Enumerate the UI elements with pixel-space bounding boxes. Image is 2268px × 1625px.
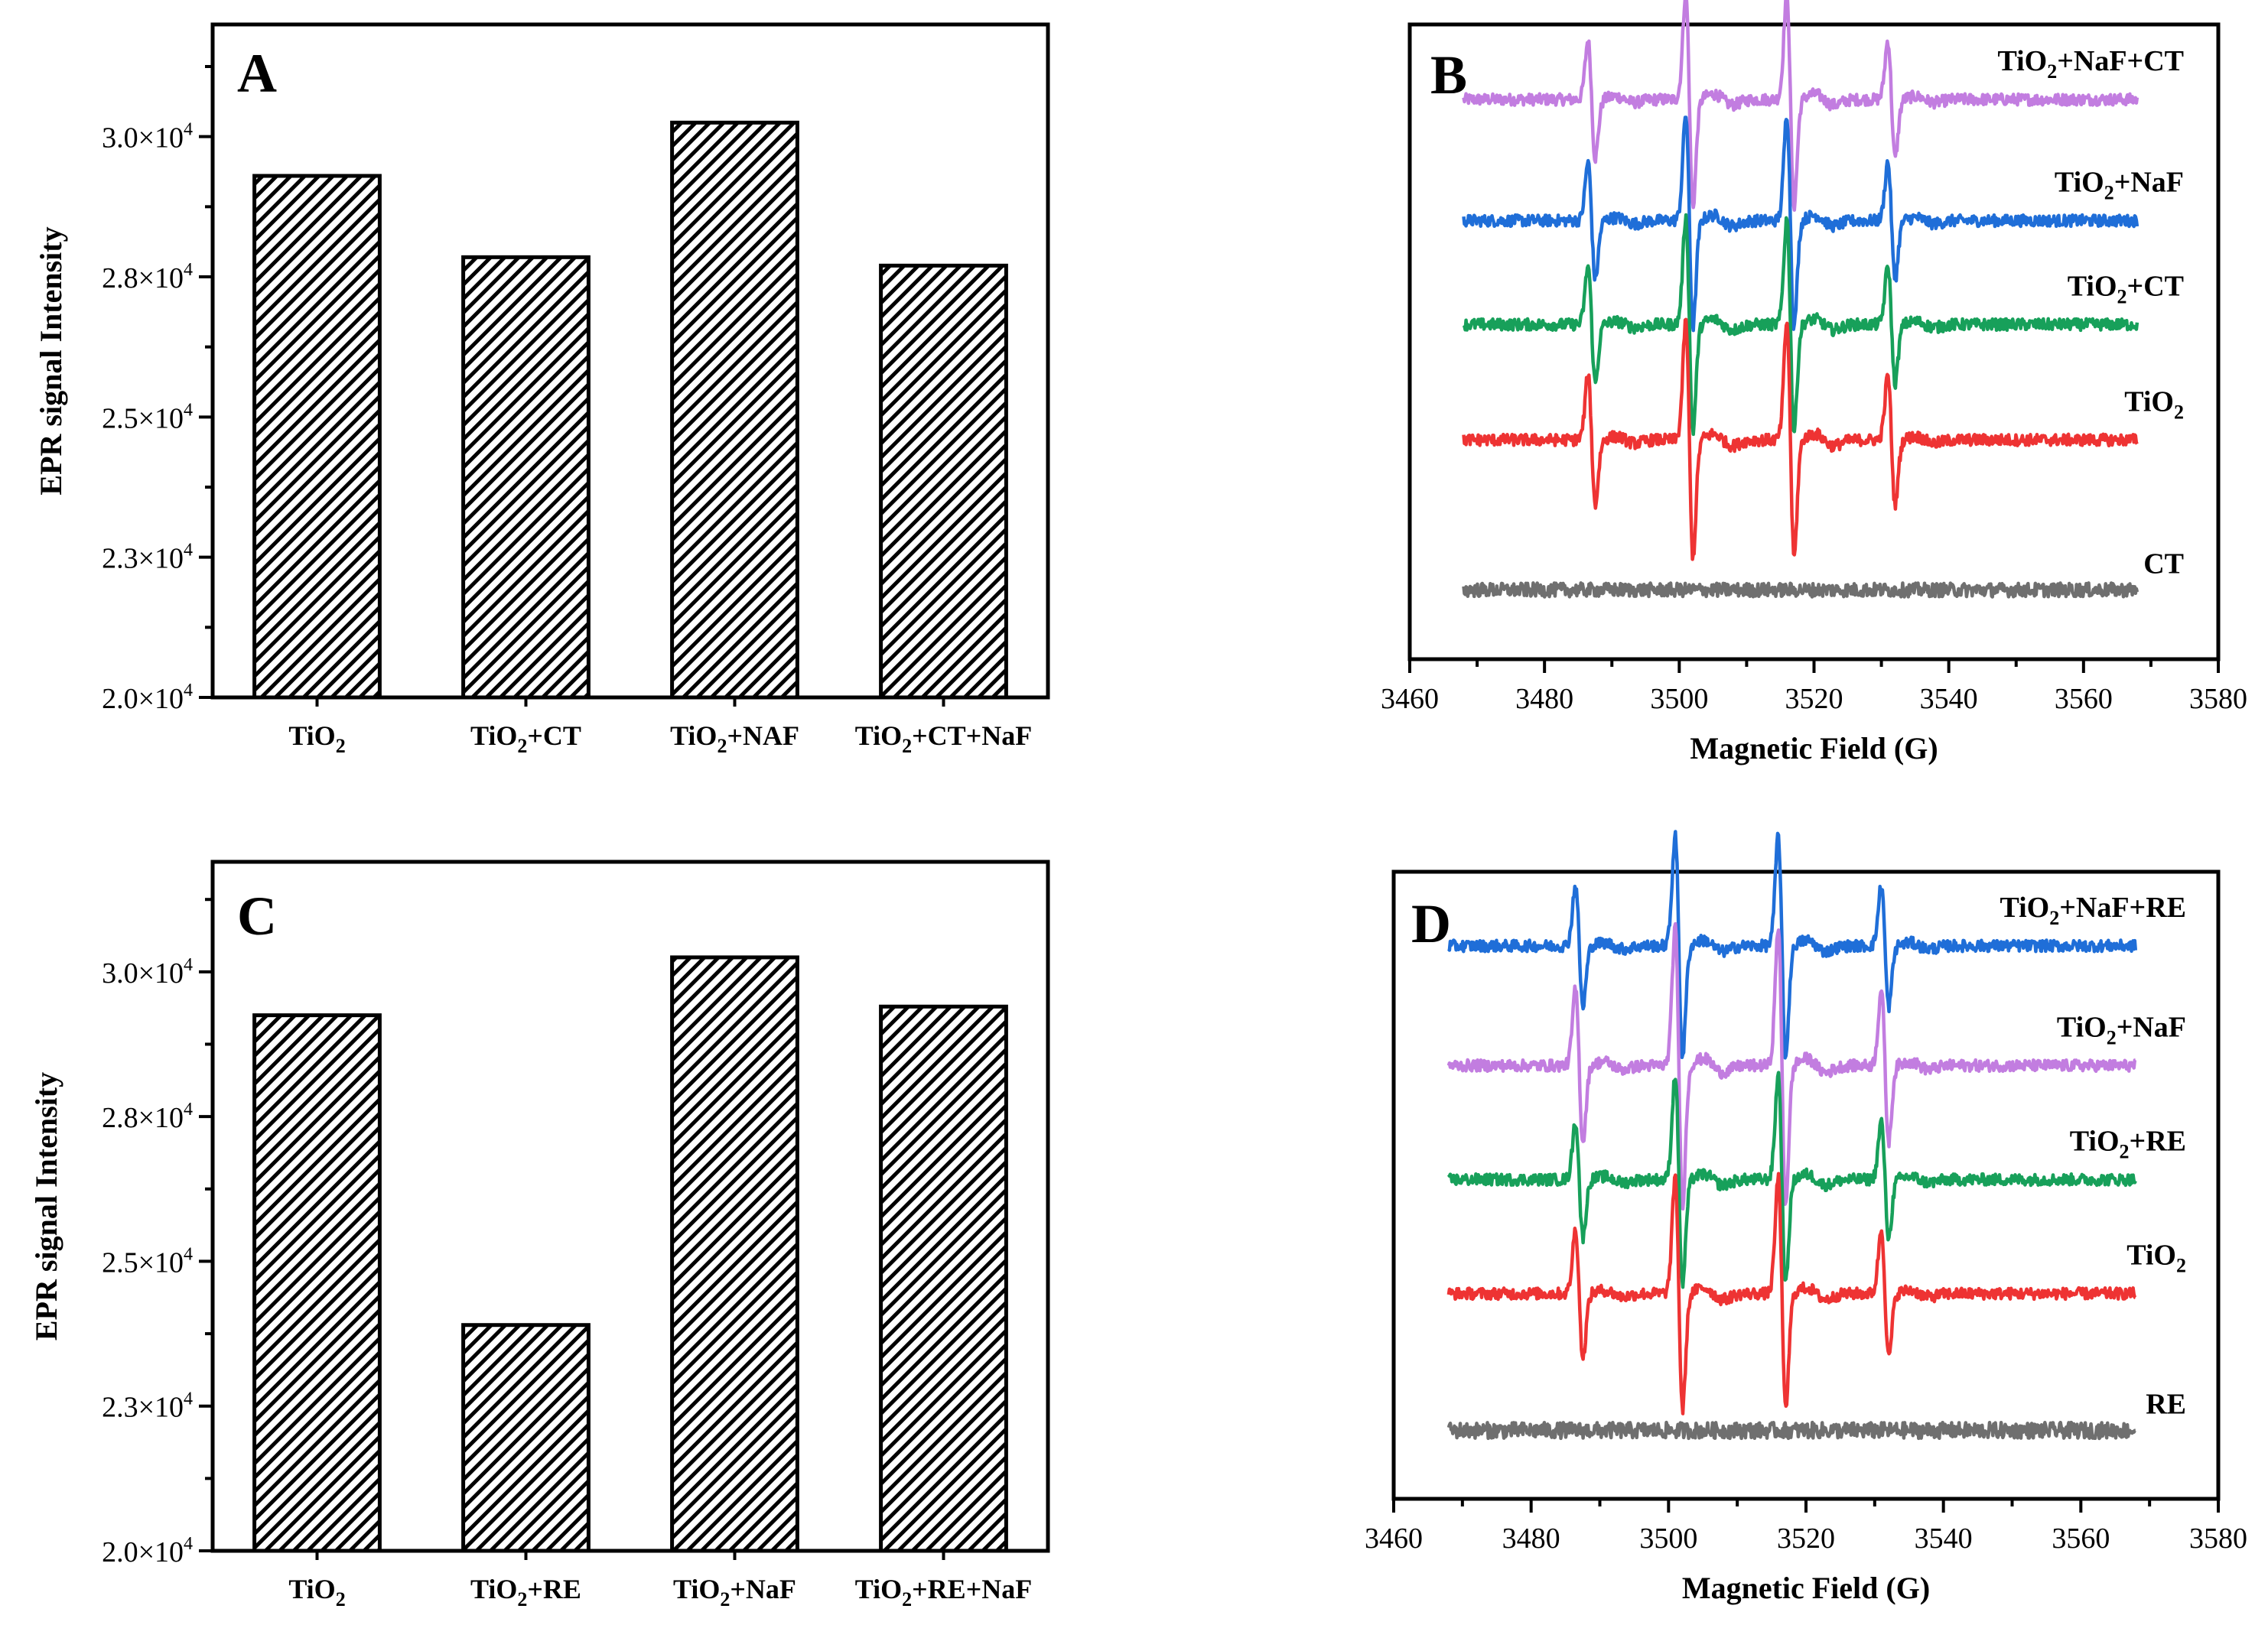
y-tick-label: 2.0×104	[102, 681, 193, 715]
series-label: TiO2+NaF	[2055, 167, 2184, 204]
bar-1	[252, 1013, 382, 1553]
series-label: TiO2	[2126, 1240, 2186, 1277]
bar-3	[670, 955, 799, 1553]
series-label: TiO2+NaF+RE	[2000, 892, 2186, 929]
series-label: TiO2+RE	[2070, 1126, 2186, 1163]
plot-frame	[210, 860, 1050, 1553]
series-label: CT	[2143, 548, 2184, 580]
spectrum-line-4	[1462, 317, 2139, 561]
bar-4	[879, 263, 1008, 700]
x-axis-label: Magnetic Field (G)	[1682, 1571, 1930, 1605]
x-tick-label: TiO2+RE	[470, 1574, 581, 1610]
panel-letter: B	[1430, 44, 1467, 106]
bar-2	[461, 1323, 591, 1553]
panel-d: D 3460 3480 3500 3520 3540 3560 3580 Magnetic Fi…	[1365, 830, 2247, 1605]
bar-1	[252, 174, 382, 700]
panel-letter: C	[237, 886, 277, 947]
panel-letter: D	[1411, 893, 1451, 954]
y-tick-label: 2.0×104	[102, 1534, 193, 1568]
y-tick-label: 3.0×104	[102, 955, 193, 990]
series-label: RE	[2146, 1389, 2186, 1421]
bar-4	[879, 1004, 1008, 1553]
x-tick-label: TiO2	[288, 720, 345, 757]
x-tick-label: 3520	[1777, 1523, 1835, 1555]
x-tick-label: 3560	[2055, 683, 2113, 715]
x-tick-label: 3480	[1502, 1523, 1560, 1555]
x-tick-label: TiO2+CT+NaF	[855, 720, 1032, 757]
x-tick-label: 3520	[1785, 683, 1843, 715]
y-tick-label: 2.3×104	[102, 1389, 193, 1424]
x-tick-label: TiO2+CT	[470, 720, 581, 757]
panel-letter: A	[237, 43, 277, 104]
spectrum-line-5	[1462, 581, 2139, 599]
x-axis-label: Magnetic Field (G)	[1690, 731, 1938, 765]
x-tick-label: 3460	[1381, 683, 1439, 715]
spectrum-line-5	[1446, 1420, 2137, 1441]
y-axis-label: EPR signal Intensity	[34, 226, 68, 495]
series-label: TiO2	[2124, 385, 2184, 423]
spectrum-line-3	[1462, 213, 2139, 437]
y-tick-label: 2.5×104	[102, 1244, 193, 1279]
plot-frame	[210, 22, 1050, 700]
x-tick-label: TiO2	[288, 1574, 345, 1610]
y-tick-label: 2.8×104	[102, 260, 193, 294]
y-axis-label: EPR signal Intensity	[29, 1072, 63, 1341]
panel-a: A 2.0×104 2.3×104 2.5×104 2.8×104 3.0×104 EPR …	[34, 22, 1050, 757]
x-tick-label: TiO2+NAF	[670, 720, 799, 757]
x-tick-label: 3480	[1515, 683, 1573, 715]
x-tick-label: TiO2+NaF	[673, 1574, 796, 1610]
x-tick-label: 3580	[2189, 683, 2247, 715]
y-tick-label: 2.8×104	[102, 1100, 193, 1134]
spectrum-line-4	[1446, 1172, 2137, 1415]
y-tick-label: 3.0×104	[102, 120, 193, 154]
x-tick-label: TiO2+RE+NaF	[855, 1574, 1032, 1610]
panel-b: B 3460 3480 3500 3520 3540 3560 3580 Magnetic Fi…	[1381, 0, 2247, 765]
x-tick-label: 3580	[2189, 1523, 2247, 1555]
spectrum-line-1	[1462, 0, 2139, 212]
bar-3	[670, 120, 799, 700]
plot-frame	[1407, 22, 2221, 661]
series-label: TiO2+NaF	[2057, 1011, 2186, 1048]
series-label: TiO2+NaF+CT	[1997, 45, 2184, 83]
bar-2	[461, 255, 591, 700]
x-tick-label: 3540	[1915, 1523, 1973, 1555]
y-tick-label: 2.5×104	[102, 400, 193, 434]
x-tick-label: 3460	[1365, 1523, 1423, 1555]
panel-c: C 2.0×104 2.3×104 2.5×104 2.8×104 3.0×104 EPR …	[29, 860, 1050, 1610]
x-tick-label: 3500	[1639, 1523, 1697, 1555]
spectrum-line-3	[1446, 1071, 2137, 1289]
x-tick-label: 3560	[2052, 1523, 2110, 1555]
x-tick-label: 3540	[1920, 683, 1978, 715]
x-tick-label: 3500	[1650, 683, 1708, 715]
y-tick-label: 2.3×104	[102, 541, 193, 575]
spectrum-line-2	[1446, 921, 2137, 1211]
spectrum-line-1	[1447, 830, 2138, 1060]
spectrum-line-2	[1462, 115, 2139, 333]
series-label: TiO2+CT	[2068, 270, 2184, 307]
